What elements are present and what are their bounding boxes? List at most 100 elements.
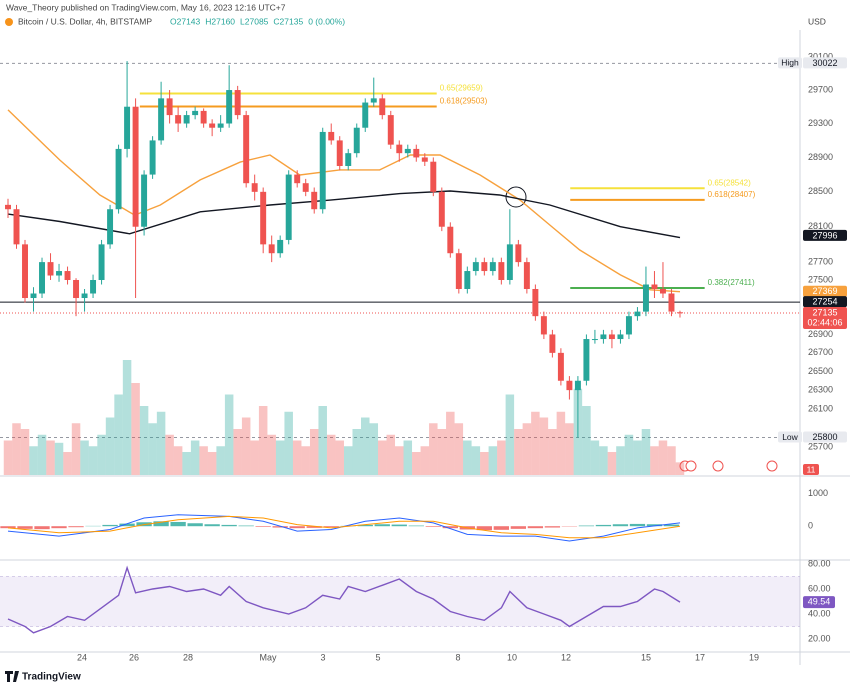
candle-body xyxy=(574,380,581,391)
volume-bar xyxy=(395,446,404,475)
volume-bar xyxy=(216,446,225,475)
volume-bar xyxy=(650,446,659,475)
x-tick-label: 17 xyxy=(695,652,705,662)
candle-body xyxy=(98,244,105,280)
macd-histogram xyxy=(272,526,288,528)
candle-body xyxy=(115,148,122,210)
y-tick-label: 29300 xyxy=(808,118,833,128)
price-badge-label: 27996 xyxy=(812,230,837,240)
candle-body xyxy=(268,244,275,254)
macd-histogram xyxy=(238,525,254,527)
volume-bar xyxy=(207,452,217,475)
candle-body xyxy=(515,244,522,263)
candle-body xyxy=(5,204,11,210)
volume-bar xyxy=(267,434,276,475)
volume-bar xyxy=(369,423,379,475)
event-icon xyxy=(766,460,778,472)
rsi-badge xyxy=(803,596,835,609)
candle-body xyxy=(625,316,632,335)
candle-body xyxy=(166,98,173,116)
highlight-circle xyxy=(505,186,527,208)
candle-body xyxy=(608,334,615,340)
macd-histogram xyxy=(119,523,135,527)
volume-bar xyxy=(190,440,200,475)
volume-bar xyxy=(386,434,396,475)
candle-body xyxy=(149,140,156,175)
volume-bar xyxy=(522,423,532,475)
x-tick-label: 10 xyxy=(507,652,517,662)
candle-body xyxy=(251,183,258,192)
volume-bar xyxy=(122,360,132,475)
price-tag-bg xyxy=(778,431,802,443)
price-badge xyxy=(803,306,847,329)
price-badge-label: 27254 xyxy=(812,297,837,307)
candle-body xyxy=(549,334,556,353)
volume-bar xyxy=(284,411,293,475)
candle-body xyxy=(498,262,505,280)
candle-body xyxy=(302,183,309,192)
candle-body xyxy=(387,115,394,145)
candle-body xyxy=(30,293,37,299)
candle-body xyxy=(285,174,292,240)
y-tick-label: 28900 xyxy=(808,152,833,162)
price-badge xyxy=(803,57,847,69)
candle-body xyxy=(319,131,326,210)
candle-body xyxy=(455,253,462,289)
event-icon xyxy=(685,460,697,472)
macd-histogram xyxy=(510,526,527,529)
volume-bar xyxy=(258,406,268,475)
y-tick-label: 26100 xyxy=(808,403,833,413)
volume-bar xyxy=(599,446,608,475)
candle-body xyxy=(421,157,428,162)
fib-label: 0.65(29659) xyxy=(440,84,483,93)
volume-bar xyxy=(88,446,98,475)
macd-histogram xyxy=(102,524,118,527)
moving-average xyxy=(7,190,681,239)
macd-histogram xyxy=(374,524,390,527)
volume-bar xyxy=(173,446,183,475)
y-tick-label: 30100 xyxy=(808,51,833,61)
volume-bar xyxy=(309,429,319,475)
symbol-icon xyxy=(5,18,13,26)
candle-body xyxy=(192,110,199,116)
macd-histogram xyxy=(255,526,271,527)
candle-body xyxy=(642,284,649,312)
volume-bar xyxy=(63,452,72,475)
y-tick-label: 26300 xyxy=(808,384,833,394)
ohlc-value: H27160 xyxy=(205,16,235,26)
candle-body xyxy=(566,380,573,391)
candle-body xyxy=(677,312,683,314)
volume-bar xyxy=(573,388,583,475)
volume-bar xyxy=(667,446,676,475)
price-tag: Low xyxy=(782,432,798,442)
candle-body xyxy=(234,90,241,116)
y-tick-label: 26500 xyxy=(808,366,833,376)
volume-bar xyxy=(114,394,123,475)
price-badge-label: 25800 xyxy=(812,432,837,442)
candle-body xyxy=(523,262,530,289)
ohlc-value: 0 (0.00%) xyxy=(308,16,345,26)
volume-bar xyxy=(71,423,81,475)
price-badge xyxy=(803,296,847,308)
volume-bar xyxy=(3,440,13,475)
chart-title: Bitcoin / U.S. Dollar, 4h, BITSTAMP xyxy=(18,16,152,26)
rsi-badge-label: 49.54 xyxy=(808,596,831,606)
logo xyxy=(5,671,19,682)
macd-histogram xyxy=(68,526,84,528)
volume-bar xyxy=(641,429,651,475)
candle-body xyxy=(81,293,88,299)
candle-body xyxy=(226,90,233,124)
x-tick-label: May xyxy=(260,652,278,662)
volume-bar xyxy=(105,417,115,475)
volume-bar xyxy=(20,429,30,475)
candle-body xyxy=(362,102,369,128)
candle-body xyxy=(132,106,139,227)
volume-bar xyxy=(343,446,353,475)
macd-histogram xyxy=(221,524,237,527)
candle-body xyxy=(345,153,352,166)
volume-bar xyxy=(292,440,302,475)
y-tick-label: 25700 xyxy=(808,441,833,451)
footer-brand: TradingView xyxy=(22,672,81,683)
currency: USD xyxy=(808,16,826,26)
candle-body xyxy=(260,191,267,245)
